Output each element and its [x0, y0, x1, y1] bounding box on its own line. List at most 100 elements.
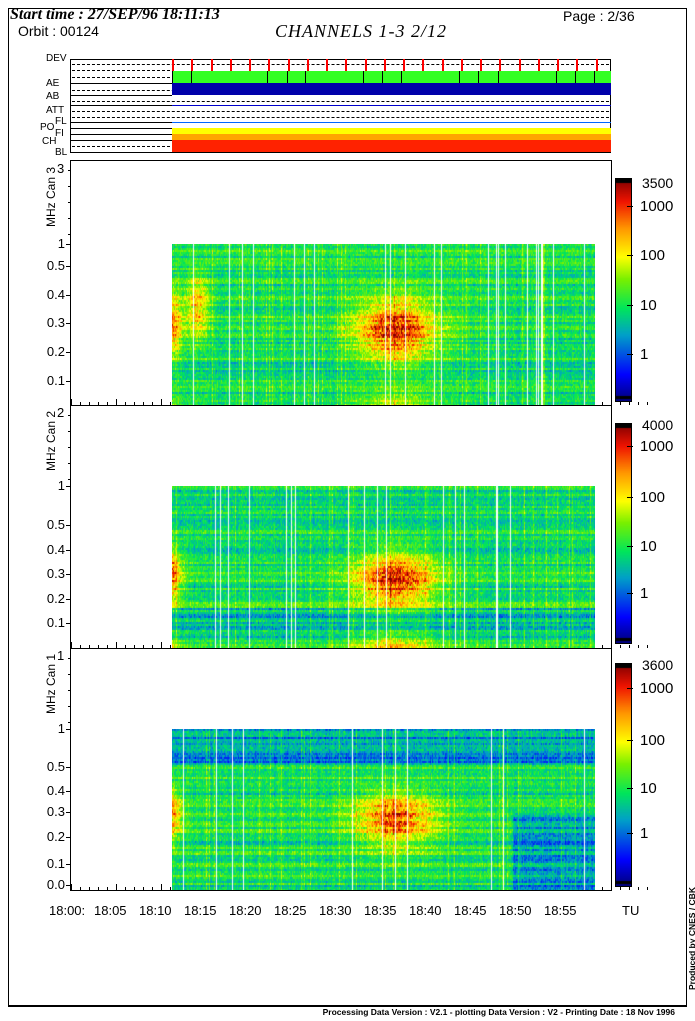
y-tick-mark: [66, 767, 71, 768]
x-minor-tick: [80, 402, 81, 405]
dev-mark: [287, 59, 290, 71]
spectrogram-heatmap-1: [172, 729, 595, 890]
x-minor-tick: [143, 887, 144, 890]
dev-mark: [383, 59, 386, 71]
y-minor-tick: [68, 218, 71, 219]
x-minor-tick: [98, 645, 99, 648]
y-tick-label: 0.0: [46, 877, 65, 892]
dev-band-divider: [382, 71, 383, 83]
dev-band-divider: [172, 71, 173, 83]
status-label-dev: DEV: [46, 53, 67, 64]
colorbar-2: [615, 423, 632, 644]
colorbar-tick: [627, 740, 633, 741]
y-tick-mark: [66, 295, 71, 296]
x-tick-mark: [611, 884, 612, 890]
colorbar-tick-label: 1000: [640, 198, 674, 215]
y-minor-tick: [68, 722, 71, 723]
x-tick-mark: [71, 642, 72, 648]
x-minor-tick: [80, 645, 81, 648]
status-divider: [70, 128, 172, 129]
y-tick-label: 1: [57, 721, 65, 736]
colorbar-tick: [627, 446, 633, 447]
status-dashed-line: [72, 64, 609, 65]
x-tick-label: 18:50: [499, 903, 532, 918]
dev-band: [172, 71, 611, 83]
x-minor-tick: [89, 645, 90, 648]
x-minor-tick: [125, 645, 126, 648]
dev-band-divider: [191, 71, 192, 83]
y-tick-mark: [66, 812, 71, 813]
x-minor-tick: [602, 645, 603, 648]
x-minor-tick: [629, 645, 630, 648]
colorbar-tick: [627, 688, 633, 689]
y-tick-label: 0.4: [46, 783, 65, 798]
page-number: Page : 2/36: [563, 8, 635, 24]
y-tick-label: 1: [57, 236, 65, 251]
dev-mark: [499, 59, 502, 71]
colorbar-tick-label: 1: [640, 585, 649, 602]
dev-mark: [595, 59, 598, 71]
colorbar-tick: [627, 593, 633, 594]
x-minor-tick: [80, 887, 81, 890]
colorbar-max-label: 3600: [642, 657, 674, 673]
colorbar-tick-label: 10: [640, 297, 657, 314]
y-axis-label: MHz Can 3: [44, 166, 58, 227]
x-minor-tick: [152, 645, 153, 648]
colorbar-tick: [627, 546, 633, 547]
x-minor-tick: [152, 887, 153, 890]
y-tick-label: 0.3: [46, 315, 65, 330]
dev-mark: [364, 59, 367, 71]
dev-band-divider: [478, 71, 479, 83]
y-tick-label: 0.5: [46, 258, 65, 273]
status-divider: [70, 140, 172, 141]
colorbar-tick: [627, 206, 633, 207]
y-axis-label: MHz Can 2: [44, 410, 58, 471]
colorbar-tick-label: 10: [640, 538, 657, 555]
y-tick-label: 0.2: [46, 344, 65, 359]
x-minor-tick: [107, 645, 108, 648]
dev-mark: [518, 59, 521, 71]
status-label-ch: CH: [42, 136, 57, 147]
y-tick-mark: [66, 381, 71, 382]
dev-mark: [191, 59, 194, 71]
colorbar-1: [615, 663, 632, 887]
dev-mark: [210, 59, 213, 71]
x-tick-mark: [611, 642, 612, 648]
x-tick-mark: [116, 399, 117, 405]
x-minor-tick: [638, 887, 639, 890]
y-axis-top-label: 1: [57, 648, 65, 663]
x-minor-tick: [647, 887, 648, 890]
y-minor-tick: [68, 463, 71, 464]
colorbar-3: [615, 178, 632, 402]
x-tick-label: 18:35: [364, 903, 397, 918]
dev-mark: [249, 59, 251, 71]
y-tick-label: 0.5: [46, 759, 65, 774]
y-tick-mark: [66, 266, 71, 267]
colorbar-tick-label: 1000: [640, 680, 674, 697]
status-label-fl: FL: [55, 116, 67, 127]
dev-mark: [557, 59, 559, 71]
x-minor-tick: [620, 402, 621, 405]
ae-band: [172, 83, 611, 95]
colorbar-tick-label: 1: [640, 346, 649, 363]
x-axis-unit: TU: [622, 903, 640, 918]
x-tick-label: 18:40: [409, 903, 442, 918]
status-divider: [70, 83, 172, 84]
x-minor-tick: [620, 887, 621, 890]
x-minor-tick: [134, 645, 135, 648]
status-label-po: PO: [40, 122, 55, 133]
y-tick-mark: [66, 729, 71, 730]
dev-band-divider: [363, 71, 364, 83]
x-minor-tick: [620, 645, 621, 648]
y-tick-label: 0.4: [46, 542, 65, 557]
y-tick-label: 0.5: [46, 517, 65, 532]
page-frame: [8, 8, 687, 1007]
fi-band: [172, 134, 611, 140]
x-tick-mark: [71, 884, 72, 890]
colorbar-tick: [627, 255, 633, 256]
ch-band: [172, 140, 611, 152]
y-minor-tick: [68, 674, 71, 675]
status-divider: [70, 134, 172, 135]
y-tick-mark: [66, 837, 71, 838]
dev-mark: [268, 59, 271, 71]
